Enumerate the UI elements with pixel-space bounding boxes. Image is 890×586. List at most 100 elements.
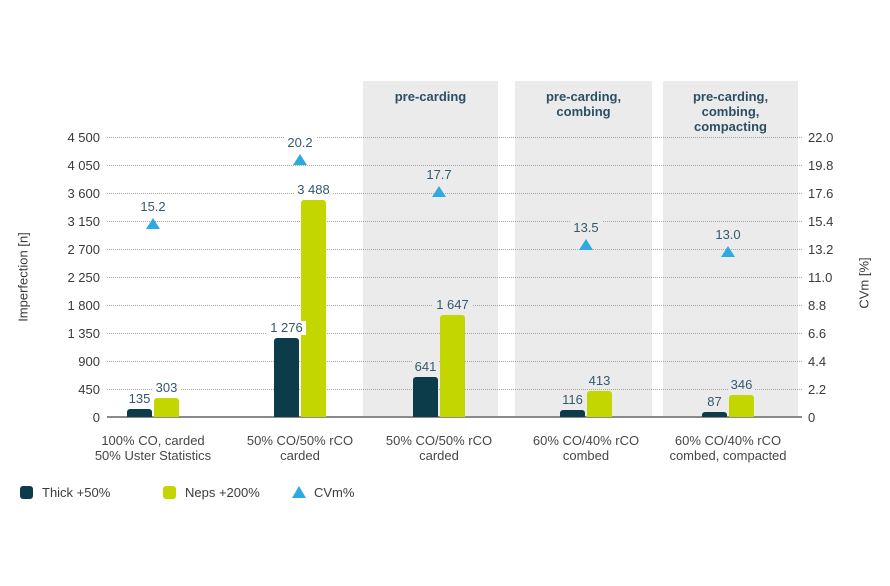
legend-item: CVm%	[292, 484, 355, 500]
cvm-value-text: 13.5	[570, 221, 602, 235]
bar-thick-value: 135	[99, 392, 180, 406]
bar-thick-value-text: 116	[559, 393, 586, 407]
category-label-line: 100% CO, carded	[101, 433, 205, 448]
process-band-label: pre-carding	[363, 89, 498, 104]
bar-thick-value: 641	[385, 360, 466, 374]
right-axis-tick-label: 22.0	[808, 130, 834, 145]
bar-thick	[274, 338, 299, 417]
category-label-line: 60% CO/40% rCO	[674, 433, 782, 448]
process-band-label: pre-carding, combing	[515, 89, 652, 119]
right-axis-tick-label: 11.0	[808, 270, 833, 285]
category-label-line: carded	[280, 448, 320, 463]
left-axis-tick-label: 1 350	[67, 326, 100, 341]
bar-thick-value-text: 1 276	[267, 321, 306, 335]
left-axis-tick-label: 2 250	[67, 270, 100, 285]
legend-square-icon	[163, 485, 176, 499]
cvm-triangle-marker	[579, 239, 593, 250]
bar-thick-value: 116	[532, 393, 613, 407]
bar-thick-value-text: 135	[125, 392, 154, 406]
cvm-triangle-marker	[721, 246, 735, 257]
gridline	[107, 193, 802, 194]
legend-label: CVm%	[314, 484, 355, 500]
bar-neps-value: 303	[126, 381, 207, 395]
legend-triangle-icon	[292, 486, 306, 498]
x-axis-line	[107, 416, 802, 418]
bar-neps-value: 413	[559, 374, 640, 388]
category-label-line: 50% CO/50% rCO	[385, 433, 493, 448]
gridline	[107, 165, 802, 166]
bar-thick	[560, 410, 585, 417]
legend-label: Thick +50%	[42, 484, 111, 500]
category-label: 100% CO, carded 50% Uster Statistics	[68, 433, 238, 463]
process-band-label-line: compacting	[694, 119, 767, 134]
bar-neps	[440, 315, 465, 417]
left-axis-tick-label: 3 600	[67, 186, 100, 201]
gridline	[107, 277, 802, 278]
process-band-label-line: combing,	[701, 104, 760, 119]
left-axis-tick-label: 900	[78, 354, 100, 369]
right-axis-tick-label: 15.4	[808, 214, 834, 229]
cvm-value-text: 17.7	[423, 168, 455, 182]
gridline	[107, 221, 802, 222]
bar-neps	[301, 200, 326, 417]
right-axis-tick-label: 13.2	[808, 242, 834, 257]
bar-neps-value-text: 346	[727, 378, 756, 392]
cvm-value: 17.7	[399, 168, 479, 182]
bar-neps-value: 346	[701, 378, 782, 392]
bar-thick-value: 87	[674, 395, 755, 409]
right-axis-tick-label: 0	[808, 410, 816, 425]
category-label-line: 50% Uster Statistics	[94, 448, 212, 463]
process-band-label-line: pre-carding,	[545, 89, 622, 104]
left-axis-tick-label: 4 500	[67, 130, 100, 145]
bar-neps	[729, 395, 754, 417]
right-axis-tick-label: 2.2	[808, 382, 827, 397]
right-axis-tick-label: 8.8	[808, 298, 827, 313]
process-band-label-line: combing	[556, 104, 611, 119]
cvm-triangle-marker	[146, 218, 160, 229]
right-axis-tick-label: 6.6	[808, 326, 827, 341]
bar-thick	[702, 412, 727, 417]
right-axis-tick-label: 19.8	[808, 158, 834, 173]
bar-neps-value: 3 488	[273, 183, 354, 197]
left-axis-tick-label: 450	[78, 382, 100, 397]
process-band-label-line: pre-carding	[394, 89, 467, 104]
bar-thick	[127, 409, 152, 417]
gridline	[107, 137, 802, 138]
left-axis-tick-label: 0	[92, 410, 100, 425]
bar-thick-value-text: 641	[411, 360, 440, 374]
category-label: 60% CO/40% rCO combed, compacted	[643, 433, 813, 463]
right-axis-tick-label: 4.4	[808, 354, 827, 369]
legend-item: Neps +200%	[163, 484, 260, 500]
cvm-value-text: 13.0	[712, 228, 744, 242]
left-axis-tick-label: 4 050	[67, 158, 100, 173]
bar-neps-value: 1 647	[412, 298, 493, 312]
cvm-value: 13.5	[546, 221, 626, 235]
cvm-triangle-marker	[293, 154, 307, 165]
left-axis-tick-label: 1 800	[67, 298, 100, 313]
bar-neps-value-text: 1 647	[433, 298, 472, 312]
legend-square-icon	[20, 485, 33, 499]
left-axis-tick-label: 3 150	[67, 214, 100, 229]
bar-thick-value: 1 276	[246, 321, 327, 335]
category-label: 60% CO/40% rCO combed	[501, 433, 671, 463]
category-label: 50% CO/50% rCO carded	[215, 433, 385, 463]
category-label-line: 50% CO/50% rCO	[246, 433, 354, 448]
process-band-label: pre-carding, combing, compacting	[663, 89, 798, 134]
cvm-value: 13.0	[688, 228, 768, 242]
gridline	[107, 249, 802, 250]
bar-thick	[413, 377, 438, 417]
left-axis-tick-label: 2 700	[67, 242, 100, 257]
bar-neps	[154, 398, 179, 417]
bar-neps-value-text: 3 488	[294, 183, 333, 197]
category-label: 50% CO/50% rCO carded	[354, 433, 524, 463]
category-label-line: carded	[419, 448, 459, 463]
bar-neps-value-text: 303	[152, 381, 181, 395]
bar-neps	[587, 391, 612, 417]
legend-item: Thick +50%	[20, 484, 111, 500]
right-axis-tick-label: 17.6	[808, 186, 834, 201]
category-label-line: combed, compacted	[669, 448, 787, 463]
process-band-label-line: pre-carding,	[692, 89, 769, 104]
legend-label: Neps +200%	[185, 484, 260, 500]
cvm-triangle-marker	[432, 186, 446, 197]
